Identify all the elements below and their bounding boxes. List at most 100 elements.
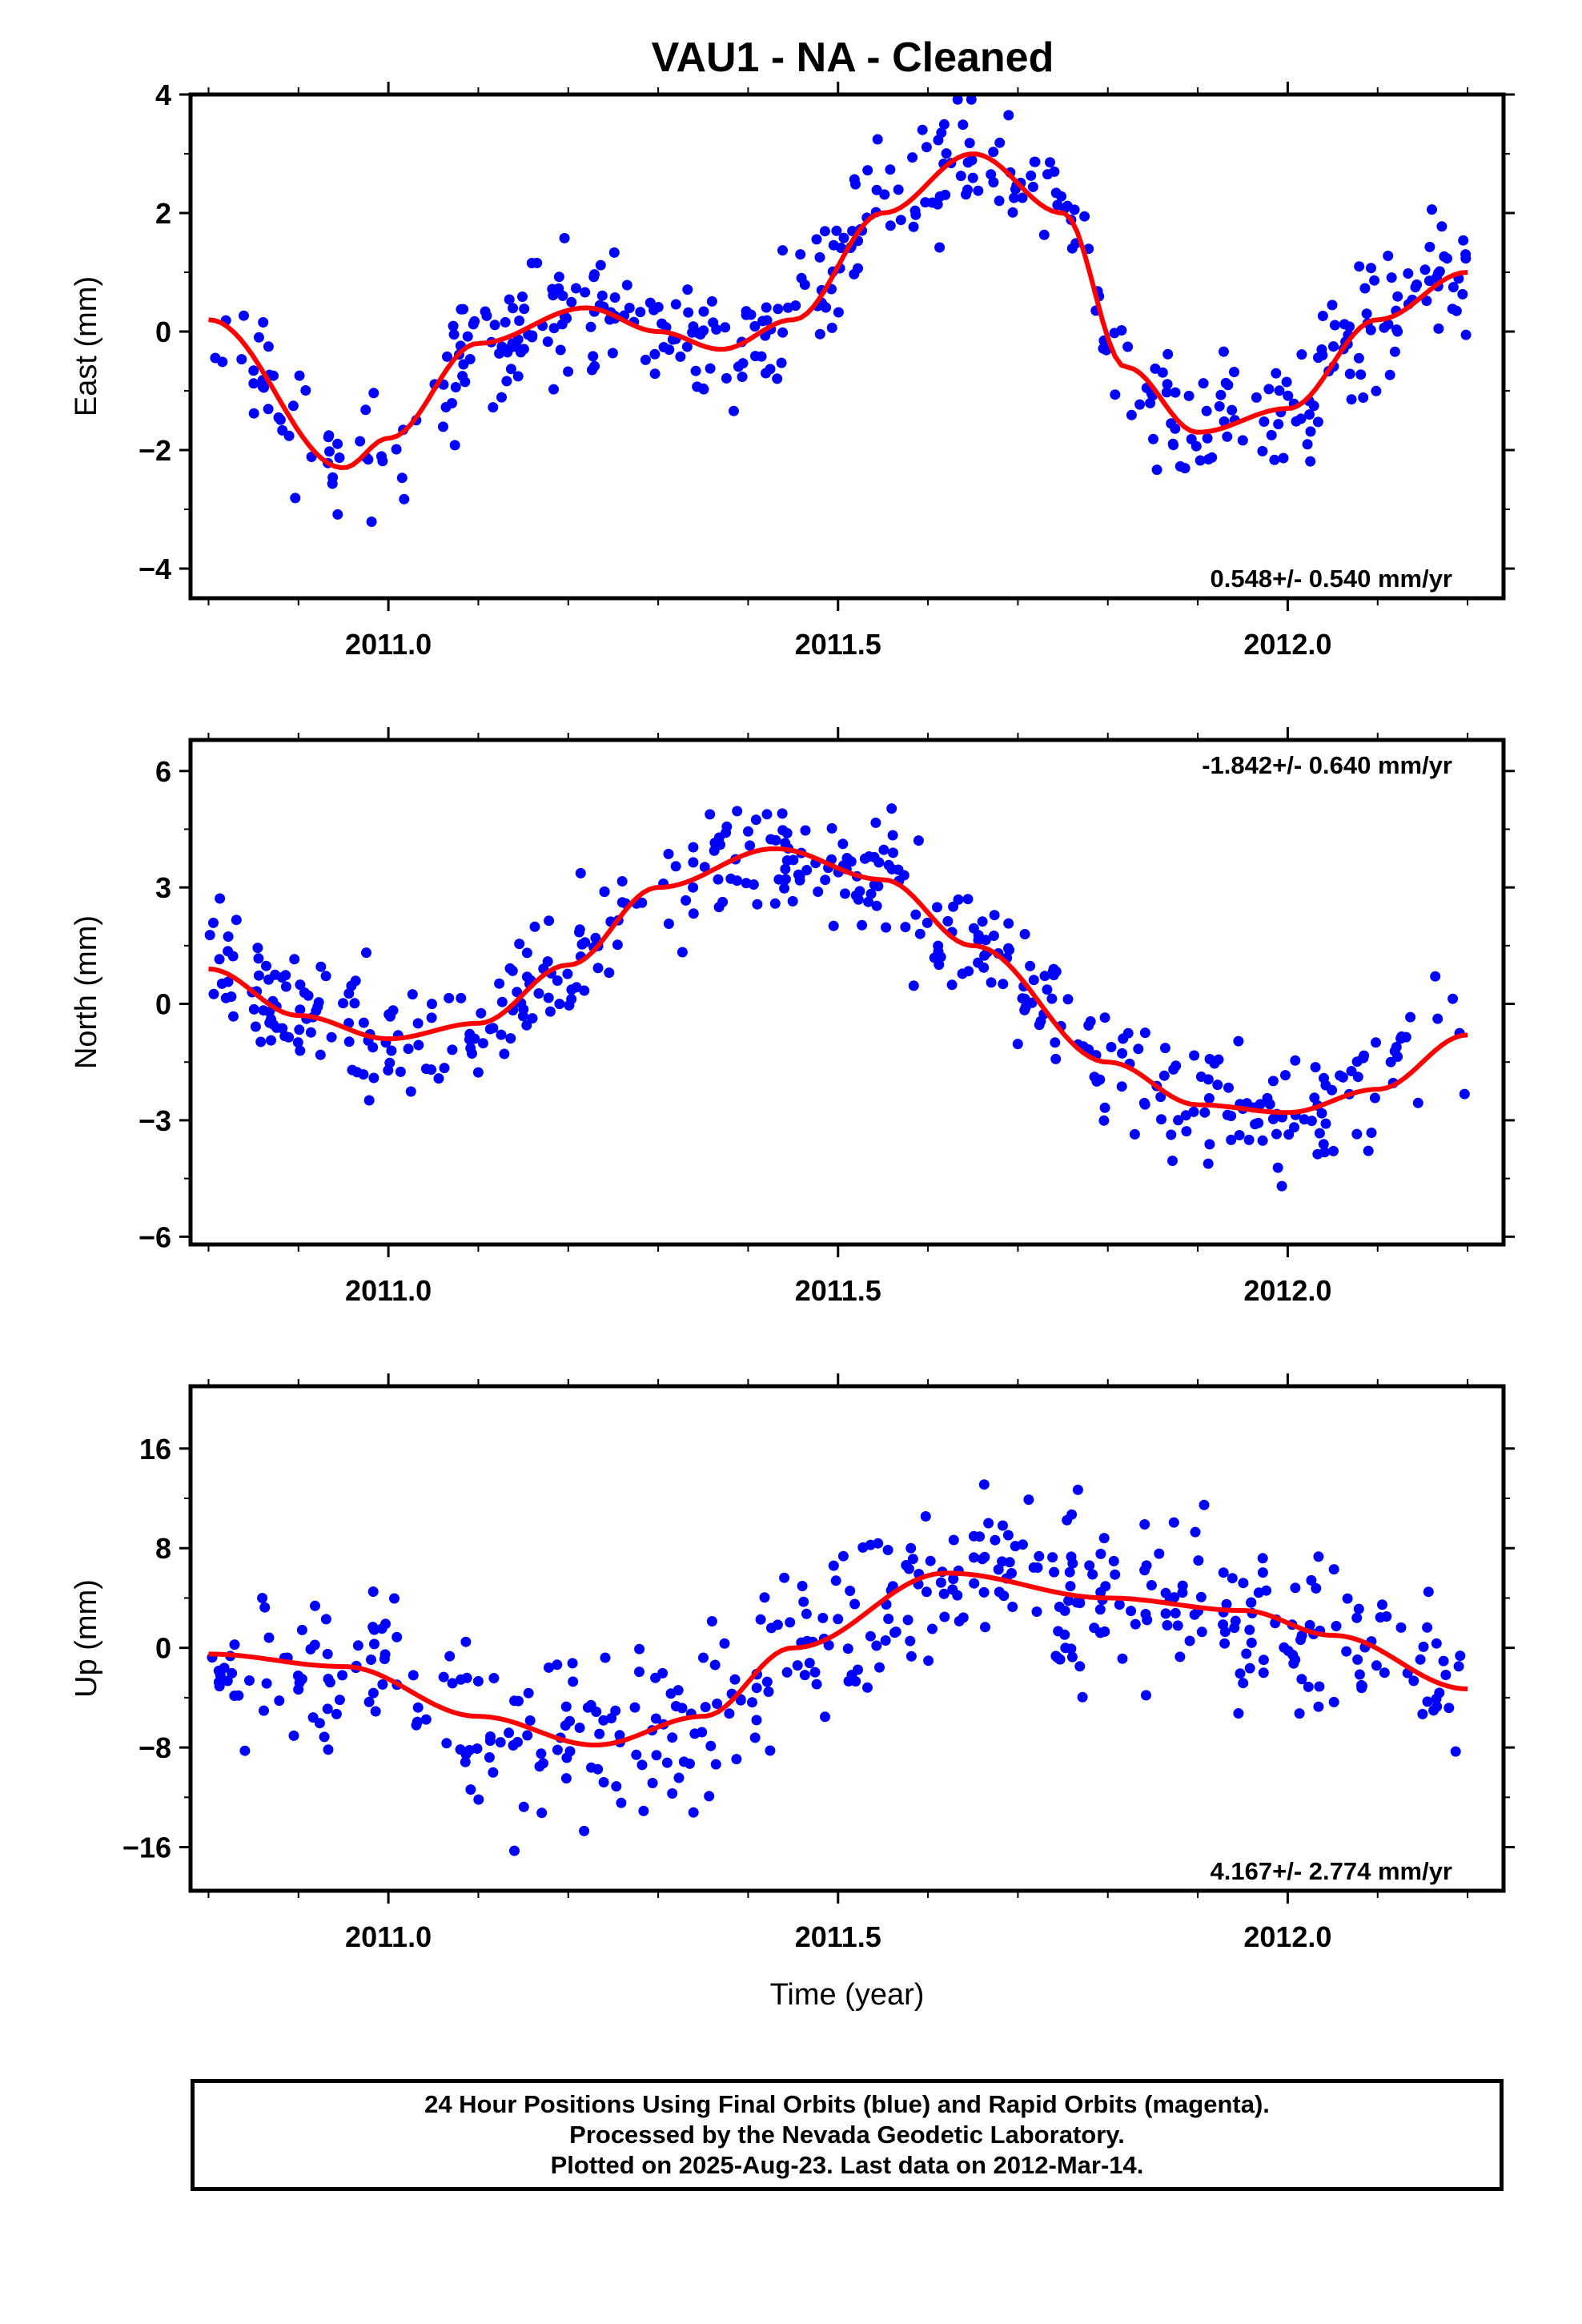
- data-point: [1160, 1608, 1171, 1619]
- data-point: [885, 220, 896, 231]
- data-point: [953, 894, 964, 905]
- data-point: [299, 987, 310, 998]
- data-point: [737, 372, 748, 382]
- data-point: [933, 940, 944, 951]
- y-tick-label: 2: [155, 197, 171, 230]
- data-point: [670, 861, 681, 872]
- data-point: [952, 94, 963, 105]
- data-point: [1251, 392, 1262, 403]
- data-point: [938, 119, 950, 130]
- data-point: [1459, 1088, 1470, 1100]
- data-point: [1328, 1696, 1339, 1707]
- data-point: [948, 1534, 959, 1546]
- data-point: [621, 279, 632, 291]
- data-point: [729, 1674, 741, 1685]
- data-point: [403, 1043, 414, 1055]
- data-point: [239, 310, 249, 321]
- data-point: [213, 1665, 224, 1676]
- data-point: [508, 1740, 519, 1751]
- data-point: [427, 999, 437, 1010]
- footer-box: 24 Hour Positions Using Final Orbits (bl…: [191, 2079, 1504, 2191]
- data-point: [1141, 1690, 1151, 1701]
- data-point: [705, 1740, 717, 1751]
- data-point: [1403, 268, 1414, 279]
- data-point: [865, 888, 877, 899]
- data-point: [591, 1707, 602, 1717]
- data-point: [521, 947, 532, 959]
- data-point: [865, 1539, 876, 1550]
- data-point: [750, 814, 761, 826]
- data-point: [363, 1696, 375, 1707]
- data-point: [1255, 1099, 1266, 1110]
- data-point: [376, 1623, 387, 1634]
- data-point: [1436, 221, 1447, 232]
- data-point: [290, 493, 301, 504]
- data-point: [1358, 1052, 1369, 1063]
- data-point: [1319, 1072, 1329, 1084]
- data-point: [1130, 1618, 1141, 1630]
- data-point: [1421, 296, 1432, 307]
- data-point: [863, 896, 874, 907]
- data-point: [986, 977, 997, 988]
- data-point: [710, 1759, 721, 1770]
- data-point: [1451, 305, 1462, 316]
- data-point: [607, 348, 618, 359]
- data-point: [1050, 1037, 1061, 1048]
- data-point: [1237, 435, 1248, 446]
- data-point: [268, 370, 279, 381]
- data-point: [386, 1045, 397, 1056]
- data-point: [294, 1024, 305, 1035]
- data-point: [871, 900, 882, 911]
- data-point: [500, 316, 511, 328]
- data-point: [770, 834, 781, 846]
- data-point: [338, 998, 349, 1009]
- y-tick-label: 0: [155, 988, 171, 1021]
- data-point: [1084, 1560, 1095, 1571]
- data-point: [1331, 1621, 1342, 1631]
- data-point: [263, 341, 274, 352]
- y-axis-label: Up (mm): [70, 1579, 103, 1698]
- data-point: [988, 931, 999, 941]
- data-point: [1027, 181, 1038, 192]
- y-tick-label: 6: [155, 755, 171, 788]
- data-point: [1267, 1113, 1279, 1124]
- data-point: [833, 307, 844, 318]
- plot-frame: [188, 738, 1506, 1247]
- data-point: [988, 147, 999, 158]
- data-point: [1250, 1119, 1261, 1130]
- data-point: [544, 915, 555, 927]
- data-point: [408, 1670, 419, 1681]
- data-point: [1379, 1667, 1390, 1679]
- data-point: [1074, 1661, 1086, 1672]
- data-point: [332, 438, 343, 449]
- data-point: [1233, 1035, 1244, 1047]
- data-point: [1238, 1678, 1249, 1689]
- data-point: [324, 446, 335, 457]
- data-point: [650, 1713, 661, 1724]
- data-point: [1423, 1586, 1434, 1598]
- data-point: [1447, 282, 1459, 293]
- data-point: [509, 1845, 520, 1856]
- data-point: [1167, 1156, 1178, 1166]
- data-point: [1355, 369, 1367, 380]
- data-point: [907, 1554, 918, 1565]
- data-point: [1221, 1598, 1232, 1610]
- data-point: [1271, 368, 1282, 379]
- data-point: [681, 895, 692, 906]
- data-point: [629, 1702, 640, 1713]
- data-point: [969, 1578, 980, 1589]
- data-point: [253, 970, 264, 981]
- data-point: [811, 234, 822, 245]
- data-point: [1116, 1081, 1127, 1092]
- data-point: [361, 947, 371, 959]
- data-point: [683, 307, 694, 318]
- data-point: [921, 917, 933, 928]
- data-point: [755, 1614, 766, 1625]
- data-point: [942, 915, 954, 927]
- data-point: [801, 865, 813, 875]
- data-point: [447, 1678, 458, 1689]
- data-point: [606, 1713, 617, 1723]
- data-point: [705, 363, 716, 374]
- data-point: [1145, 397, 1156, 408]
- data-point: [248, 1003, 259, 1015]
